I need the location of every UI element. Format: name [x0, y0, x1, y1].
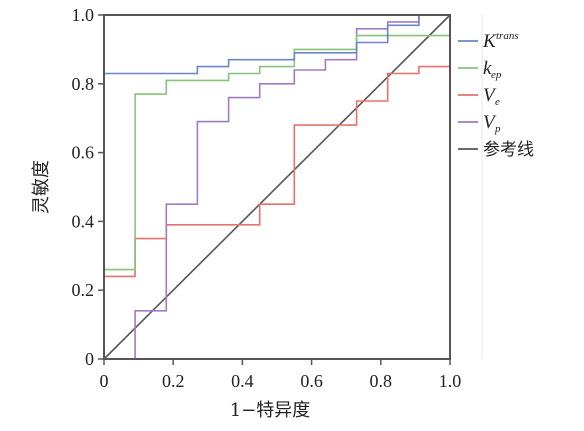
legend-label: V — [483, 112, 497, 133]
y-axis-title: 灵敏度 — [31, 160, 52, 214]
y-tick-label: 0.6 — [72, 143, 95, 163]
legend-label: V — [483, 85, 497, 106]
legend-label: 参考线 — [483, 140, 534, 160]
legend-label-superscript: trans — [496, 30, 519, 42]
y-tick-label: 1.0 — [72, 5, 95, 25]
y-tick-label: 0 — [85, 349, 94, 369]
axis-layer: 0 0.2 0.4 0.6 0.8 1.0 0 0.2 0.4 0.6 0.8 1.0 — [72, 5, 462, 391]
series-line-ktrans — [103, 14, 450, 359]
x-tick-label: 0 — [100, 371, 109, 391]
series-layer — [103, 14, 451, 360]
x-axis-title: 1−特异度 — [230, 400, 311, 421]
x-tick-label: 0.2 — [162, 371, 185, 391]
legend-item-kep: k ep — [458, 58, 502, 81]
legend-label-subscript: p — [494, 123, 501, 135]
legend-label: k — [483, 58, 492, 79]
y-tick-label: 0.4 — [72, 211, 95, 231]
y-tick-label: 0.2 — [72, 280, 95, 300]
legend-label-subscript: ep — [491, 69, 502, 81]
x-tick-label: 1.0 — [439, 371, 462, 391]
y-tick-label: 0.8 — [72, 74, 95, 94]
legend-label: K — [482, 31, 497, 52]
legend-item-reference: 参考线 — [458, 140, 534, 160]
series-line-reference — [103, 14, 451, 360]
plot-frame — [103, 14, 451, 360]
x-tick-label: 0.6 — [300, 371, 323, 391]
legend-label-subscript: e — [495, 96, 500, 108]
x-tick-label: 0.8 — [370, 371, 393, 391]
x-tick-label: 0.4 — [231, 371, 254, 391]
